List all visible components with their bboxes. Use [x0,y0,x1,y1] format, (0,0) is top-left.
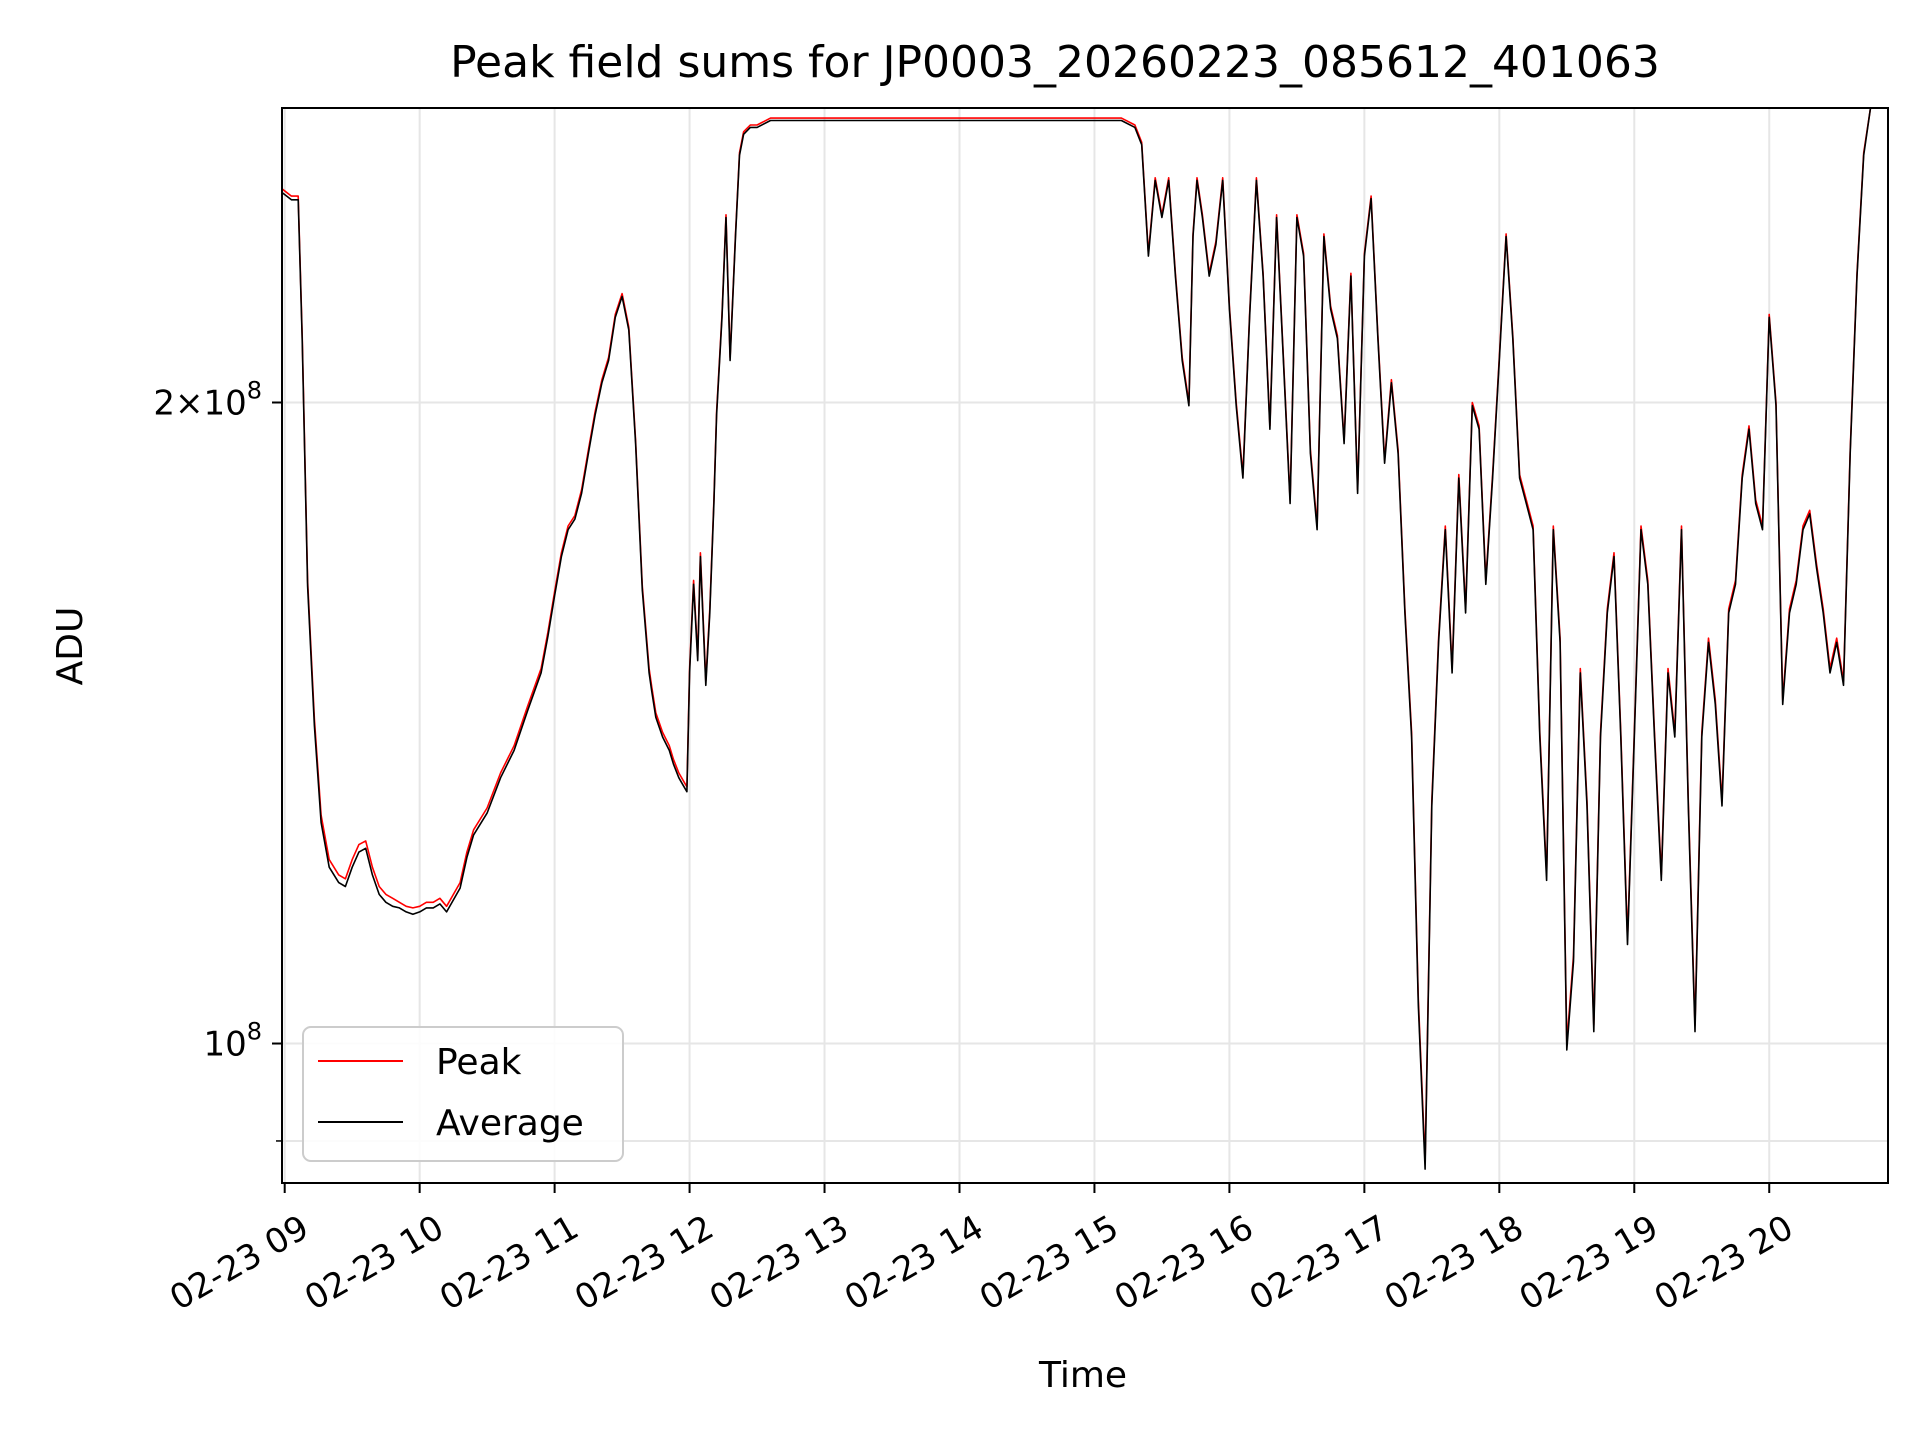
y-tick-label: 2×108 [153,377,262,424]
x-axis-label: Time [1038,1355,1127,1396]
series-layer [282,108,1878,1170]
y-tick-label: 108 [203,1018,262,1065]
y-axis: 2×108 108 [153,377,282,1142]
series-line-average [282,108,1878,1170]
legend-peak-label: Peak [436,1042,522,1083]
legend-average-label: Average [436,1103,584,1144]
legend: Peak Average [302,1026,624,1162]
chart-title: Peak field sums for JP0003_20260223_0856… [450,37,1660,88]
grid [282,108,1888,1183]
plot-frame [281,107,1889,1184]
y-axis-label: ADU [50,607,91,686]
